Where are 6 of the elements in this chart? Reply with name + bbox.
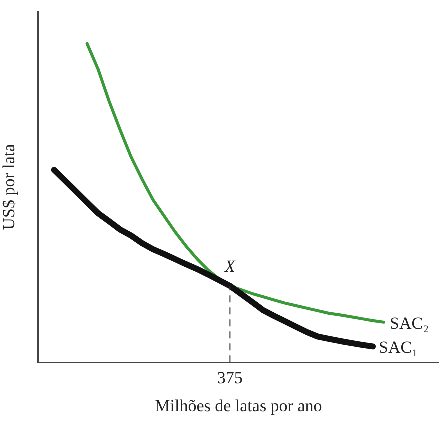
x-axis-title: Milhões de latas por ano [155,396,322,416]
series-label: SAC₁ [379,338,418,358]
y-axis-title: US$ por lata [0,144,19,230]
series-label: SAC₂ [390,314,430,333]
text: 375 [217,368,243,388]
annotation: X [224,257,236,276]
